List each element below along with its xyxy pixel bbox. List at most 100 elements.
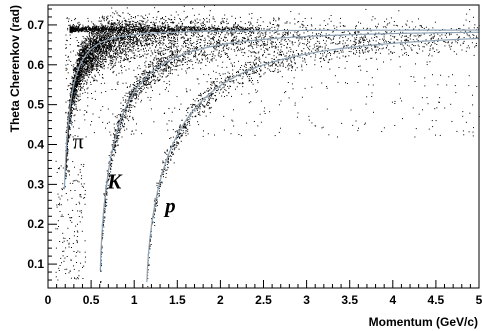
- data-point: [122, 25, 124, 27]
- data-point: [89, 48, 91, 49]
- data-point: [148, 39, 150, 41]
- data-point: [152, 17, 154, 19]
- data-point: [122, 36, 124, 38]
- data-point: [129, 36, 131, 38]
- data-point: [72, 31, 74, 32]
- data-point: [126, 22, 128, 24]
- data-point: [87, 63, 89, 65]
- data-point: [150, 39, 152, 41]
- data-point: [256, 26, 258, 28]
- data-point: [174, 16, 176, 18]
- data-point: [92, 69, 94, 71]
- data-point: [112, 56, 114, 58]
- data-point: [96, 68, 98, 70]
- data-point: [147, 77, 148, 79]
- data-point: [133, 38, 135, 40]
- data-point: [106, 202, 108, 204]
- data-point: [69, 115, 71, 117]
- data-point: [167, 47, 169, 48]
- data-point: [101, 51, 103, 53]
- data-point: [103, 50, 105, 52]
- data-point: [315, 33, 317, 35]
- data-point: [92, 23, 94, 25]
- data-point: [114, 44, 116, 46]
- data-point: [173, 29, 175, 31]
- data-point: [69, 100, 71, 102]
- data-point: [251, 27, 253, 28]
- data-point: [93, 80, 94, 82]
- data-point: [102, 46, 104, 48]
- data-point: [172, 50, 174, 52]
- data-point: [176, 37, 178, 39]
- data-point: [92, 65, 93, 67]
- data-point: [78, 61, 80, 63]
- data-point: [88, 47, 90, 49]
- data-point: [163, 54, 165, 56]
- data-point: [250, 35, 252, 36]
- data-point: [174, 69, 176, 71]
- data-point: [109, 156, 111, 158]
- data-point: [230, 29, 232, 31]
- data-point: [114, 45, 116, 47]
- data-point: [194, 25, 196, 27]
- data-point: [79, 51, 81, 53]
- data-point: [152, 26, 154, 28]
- data-point: [127, 47, 129, 49]
- data-point: [187, 30, 188, 32]
- data-point: [89, 71, 91, 73]
- data-point: [83, 54, 85, 56]
- data-point: [70, 105, 72, 107]
- data-point: [142, 45, 143, 47]
- data-point: [152, 75, 154, 76]
- data-point: [76, 27, 78, 29]
- data-point: [153, 59, 155, 61]
- data-point: [112, 26, 113, 27]
- data-point: [92, 60, 94, 61]
- data-point: [88, 38, 89, 40]
- data-point: [113, 31, 115, 33]
- data-point: [132, 40, 134, 41]
- data-point: [126, 59, 128, 61]
- data-point: [171, 28, 173, 30]
- data-point: [105, 51, 107, 53]
- data-point: [186, 43, 188, 44]
- data-point: [231, 28, 233, 30]
- data-point: [289, 40, 291, 42]
- data-point: [120, 27, 122, 29]
- data-point: [85, 68, 87, 70]
- data-point: [267, 48, 269, 50]
- data-point: [78, 60, 80, 62]
- data-point: [66, 150, 68, 152]
- data-point: [70, 102, 72, 104]
- data-point: [136, 32, 138, 34]
- data-point: [103, 25, 105, 27]
- data-point: [216, 40, 218, 42]
- data-point: [71, 76, 73, 78]
- data-point: [198, 26, 200, 28]
- data-point: [105, 28, 107, 30]
- data-point: [163, 28, 165, 30]
- data-point: [94, 76, 96, 77]
- data-point: [144, 76, 146, 78]
- data-point: [109, 42, 111, 44]
- data-point: [129, 61, 131, 62]
- data-point: [208, 31, 210, 33]
- data-point: [76, 61, 78, 62]
- data-point: [70, 31, 71, 33]
- data-point: [71, 27, 73, 29]
- data-point: [82, 45, 84, 47]
- data-point: [80, 28, 82, 30]
- data-point: [131, 30, 133, 32]
- data-point: [97, 51, 99, 53]
- data-point: [132, 23, 134, 25]
- data-point: [114, 64, 116, 66]
- data-point: [80, 77, 82, 79]
- data-point: [196, 28, 198, 30]
- data-point: [103, 27, 105, 28]
- data-point: [123, 43, 125, 45]
- data-point: [176, 30, 177, 32]
- data-point: [120, 15, 122, 17]
- data-point: [188, 60, 190, 62]
- data-point: [90, 28, 92, 30]
- data-point: [134, 29, 136, 31]
